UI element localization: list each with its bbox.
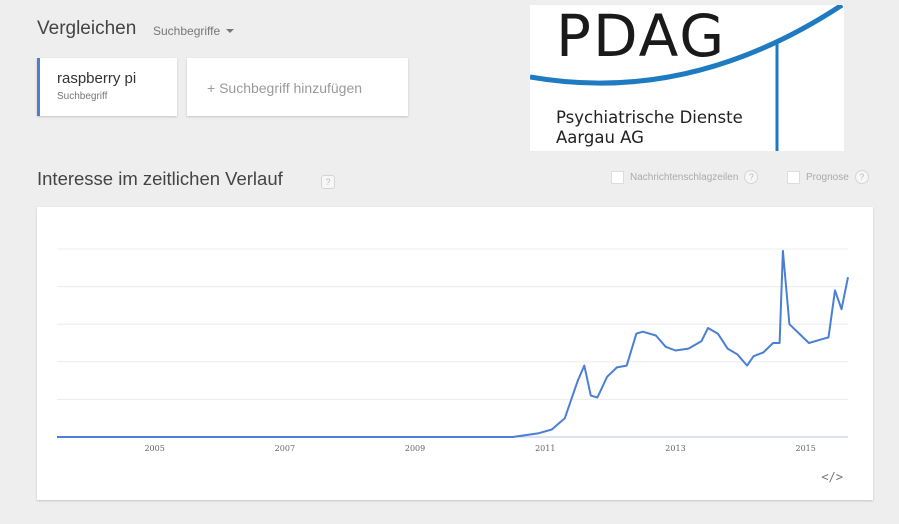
compare-mode-dropdown[interactable]: Suchbegriffe [153, 24, 235, 38]
forecast-checkbox[interactable] [787, 170, 800, 184]
x-tick-label: 2013 [665, 444, 685, 453]
interest-over-time-chart: 2005 2007 2009 2011 2013 2015 </> [37, 207, 873, 500]
series-line[interactable] [57, 249, 849, 438]
help-icon[interactable]: ? [321, 175, 335, 189]
logo-wordmark: PDAG [556, 5, 727, 70]
line-chart: 2005 2007 2009 2011 2013 2015 [57, 248, 849, 453]
forecast-label: Prognose [806, 171, 849, 183]
x-tick-label: 2005 [144, 444, 164, 453]
chevron-down-icon [226, 29, 235, 33]
logo-subtitle-line2: Aargau AG [556, 128, 644, 147]
x-tick-label: 2007 [275, 444, 295, 453]
news-headlines-option[interactable]: Nachrichtenschlagzeilen ? [611, 170, 759, 184]
logo-subtitle-line1: Psychiatrische Dienste [556, 108, 743, 127]
compare-title: Vergleichen [37, 18, 137, 39]
compare-mode-label: Suchbegriffe [153, 24, 221, 38]
logo-swoosh [530, 5, 844, 151]
news-headlines-checkbox[interactable] [611, 170, 624, 184]
add-search-term-label: + Suchbegriff hinzufügen [207, 80, 363, 96]
search-term-card[interactable]: raspberry pi Suchbegriff [37, 58, 177, 116]
x-tick-label: 2011 [535, 444, 555, 453]
pdag-logo: PDAG Psychiatrische Dienste Aargau AG [530, 5, 844, 151]
section-title: Interesse im zeitlichen Verlauf [37, 168, 283, 189]
help-icon[interactable]: ? [854, 170, 869, 184]
search-term-name: raspberry pi [57, 70, 137, 87]
x-tick-label: 2015 [796, 444, 816, 453]
help-icon[interactable]: ? [744, 170, 759, 184]
forecast-option[interactable]: Prognose ? [787, 170, 869, 184]
x-tick-label: 2009 [405, 444, 425, 453]
add-search-term-button[interactable]: + Suchbegriff hinzufügen [187, 58, 408, 116]
search-term-type: Suchbegriff [57, 91, 108, 102]
news-headlines-label: Nachrichtenschlagzeilen [630, 171, 739, 183]
embed-code-icon[interactable]: </> [821, 470, 843, 484]
